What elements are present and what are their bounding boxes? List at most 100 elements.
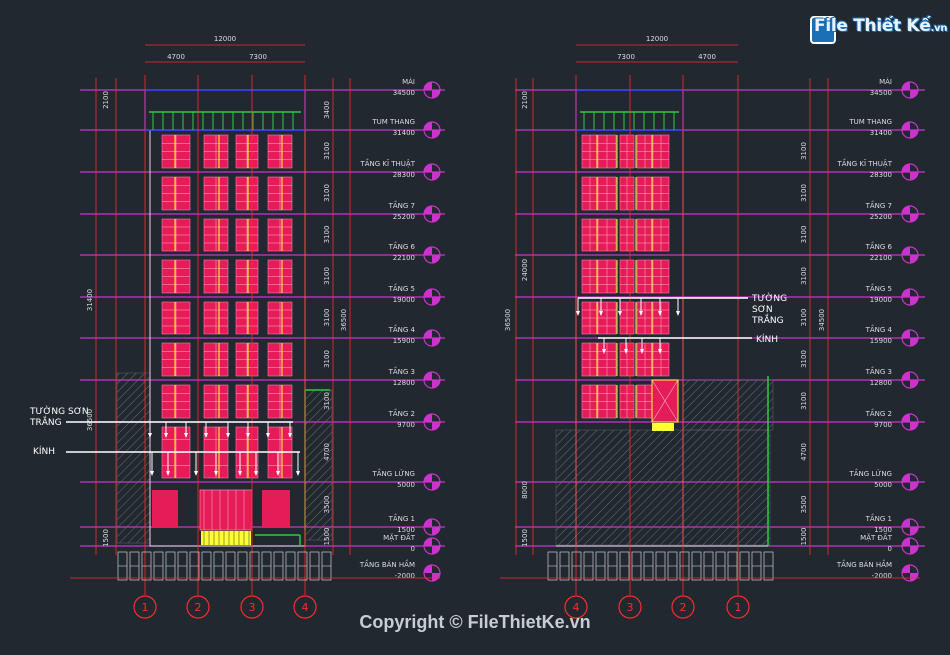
level-elevation: 0 bbox=[888, 545, 892, 553]
dim-text: 3100 bbox=[323, 142, 331, 160]
dim-text: 3500 bbox=[323, 496, 331, 514]
site-logo[interactable]: File Thiết Kế.vn bbox=[810, 14, 947, 44]
grid-axis-label: 2 bbox=[195, 601, 202, 614]
level-elevation: 28300 bbox=[870, 171, 892, 179]
dim-text: 1500 bbox=[521, 529, 529, 547]
grid-axis-bubble bbox=[133, 595, 157, 619]
stair-line bbox=[651, 379, 679, 423]
level-name: TẦNG LỬNG bbox=[371, 468, 415, 478]
arrow-icon bbox=[226, 433, 230, 438]
level-marker-fill bbox=[902, 414, 918, 430]
level-name: TẦNG 7 bbox=[388, 200, 415, 210]
arrow-icon bbox=[602, 349, 606, 354]
arrow-icon bbox=[246, 433, 250, 438]
grid-axis-label: 4 bbox=[573, 601, 580, 614]
logo-badge-icon bbox=[810, 16, 836, 44]
level-elevation: 5000 bbox=[397, 481, 415, 489]
level-name: TẦNG 6 bbox=[388, 241, 416, 251]
level-name: TUM THANG bbox=[848, 118, 892, 126]
dim-text: 7300 bbox=[617, 53, 635, 61]
level-marker-fill bbox=[902, 289, 918, 305]
level-elevation: 12800 bbox=[870, 379, 892, 387]
level-elevation: 12800 bbox=[393, 379, 415, 387]
level-name: TẦNG LỬNG bbox=[848, 468, 892, 478]
level-elevation: 5000 bbox=[874, 481, 892, 489]
level-elevation: -2000 bbox=[872, 572, 892, 580]
level-marker-fill bbox=[902, 164, 918, 180]
arrow-icon bbox=[658, 349, 662, 354]
grid-axis-bubble bbox=[240, 595, 264, 619]
level-marker-fill bbox=[902, 247, 918, 263]
level-name: TẦNG 1 bbox=[388, 513, 415, 523]
level-name: TUM THANG bbox=[371, 118, 415, 126]
level-elevation: 15900 bbox=[393, 337, 415, 345]
dim-text: 4700 bbox=[698, 53, 716, 61]
arrow-icon bbox=[676, 311, 680, 316]
arrow-icon bbox=[266, 433, 270, 438]
level-elevation: 22100 bbox=[870, 254, 892, 262]
level-marker-fill bbox=[424, 565, 440, 581]
dim-text: 8000 bbox=[521, 481, 529, 499]
level-name: TẦNG 5 bbox=[388, 283, 415, 293]
dim-text: 24000 bbox=[521, 259, 529, 281]
hatched-mass bbox=[304, 389, 333, 541]
dim-text: 36500 bbox=[504, 309, 512, 331]
dim-text: 2100 bbox=[521, 91, 529, 109]
hatched-mass bbox=[116, 372, 151, 544]
level-marker-fill bbox=[902, 82, 918, 98]
level-name: TẦNG 3 bbox=[865, 366, 892, 376]
arrow-icon bbox=[624, 349, 628, 354]
arrow-icon bbox=[288, 433, 292, 438]
level-marker-fill bbox=[902, 122, 918, 138]
arrow-icon bbox=[204, 433, 208, 438]
arrow-icon bbox=[166, 471, 170, 476]
arrow-icon bbox=[276, 471, 280, 476]
stair-tower bbox=[575, 89, 684, 131]
level-marker-fill bbox=[902, 372, 918, 388]
level-name: TẦNG KĨ THUẬT bbox=[359, 158, 415, 168]
dim-text: 4700 bbox=[167, 53, 185, 61]
arrow-icon bbox=[640, 349, 644, 354]
dim-text: 3100 bbox=[800, 267, 808, 285]
dim-text: 12000 bbox=[646, 35, 668, 43]
level-name: MẶT ĐẤT bbox=[383, 532, 416, 542]
grid-axis-bubble bbox=[186, 595, 210, 619]
dim-text: 3100 bbox=[800, 142, 808, 160]
dim-text: 3100 bbox=[323, 392, 331, 410]
level-name: TẦNG 4 bbox=[388, 324, 416, 334]
level-marker-fill bbox=[424, 122, 440, 138]
grid-axis-label: 2 bbox=[680, 601, 687, 614]
stair-landing bbox=[652, 423, 674, 431]
entrance-canopy bbox=[201, 531, 251, 545]
level-elevation: 0 bbox=[411, 545, 415, 553]
level-marker-fill bbox=[902, 538, 918, 554]
note-glass-label: KÍNH bbox=[756, 333, 778, 345]
arrow-icon bbox=[254, 471, 258, 476]
dim-text: 3100 bbox=[800, 309, 808, 327]
dim-text: 3100 bbox=[800, 184, 808, 202]
grid-axis-bubble bbox=[564, 595, 588, 619]
note-wall-label: TƯỜNG SƠN bbox=[29, 405, 89, 417]
arrow-icon bbox=[599, 311, 603, 316]
level-elevation: 34500 bbox=[870, 89, 892, 97]
grid-axis-label: 1 bbox=[142, 601, 149, 614]
dim-text: 3100 bbox=[800, 392, 808, 410]
level-elevation: 19000 bbox=[870, 296, 892, 304]
level-name: TẦNG 1 bbox=[865, 513, 892, 523]
level-marker-fill bbox=[902, 206, 918, 222]
level-marker-fill bbox=[902, 565, 918, 581]
grid-axis-label: 3 bbox=[627, 601, 634, 614]
arrow-icon bbox=[618, 311, 622, 316]
level-elevation: 25200 bbox=[393, 213, 415, 221]
level-name: TẦNG 2 bbox=[388, 408, 415, 418]
level-elevation: 1500 bbox=[874, 526, 892, 534]
level-name: TẦNG 3 bbox=[388, 366, 415, 376]
level-name: TẦNG 6 bbox=[865, 241, 893, 251]
level-elevation: 31400 bbox=[393, 129, 415, 137]
arrow-icon bbox=[658, 311, 662, 316]
grid-axis-label: 4 bbox=[302, 601, 309, 614]
dim-text: 3100 bbox=[800, 226, 808, 244]
level-marker-fill bbox=[424, 414, 440, 430]
level-name: TẦNG BÁN HẦM bbox=[359, 559, 415, 569]
